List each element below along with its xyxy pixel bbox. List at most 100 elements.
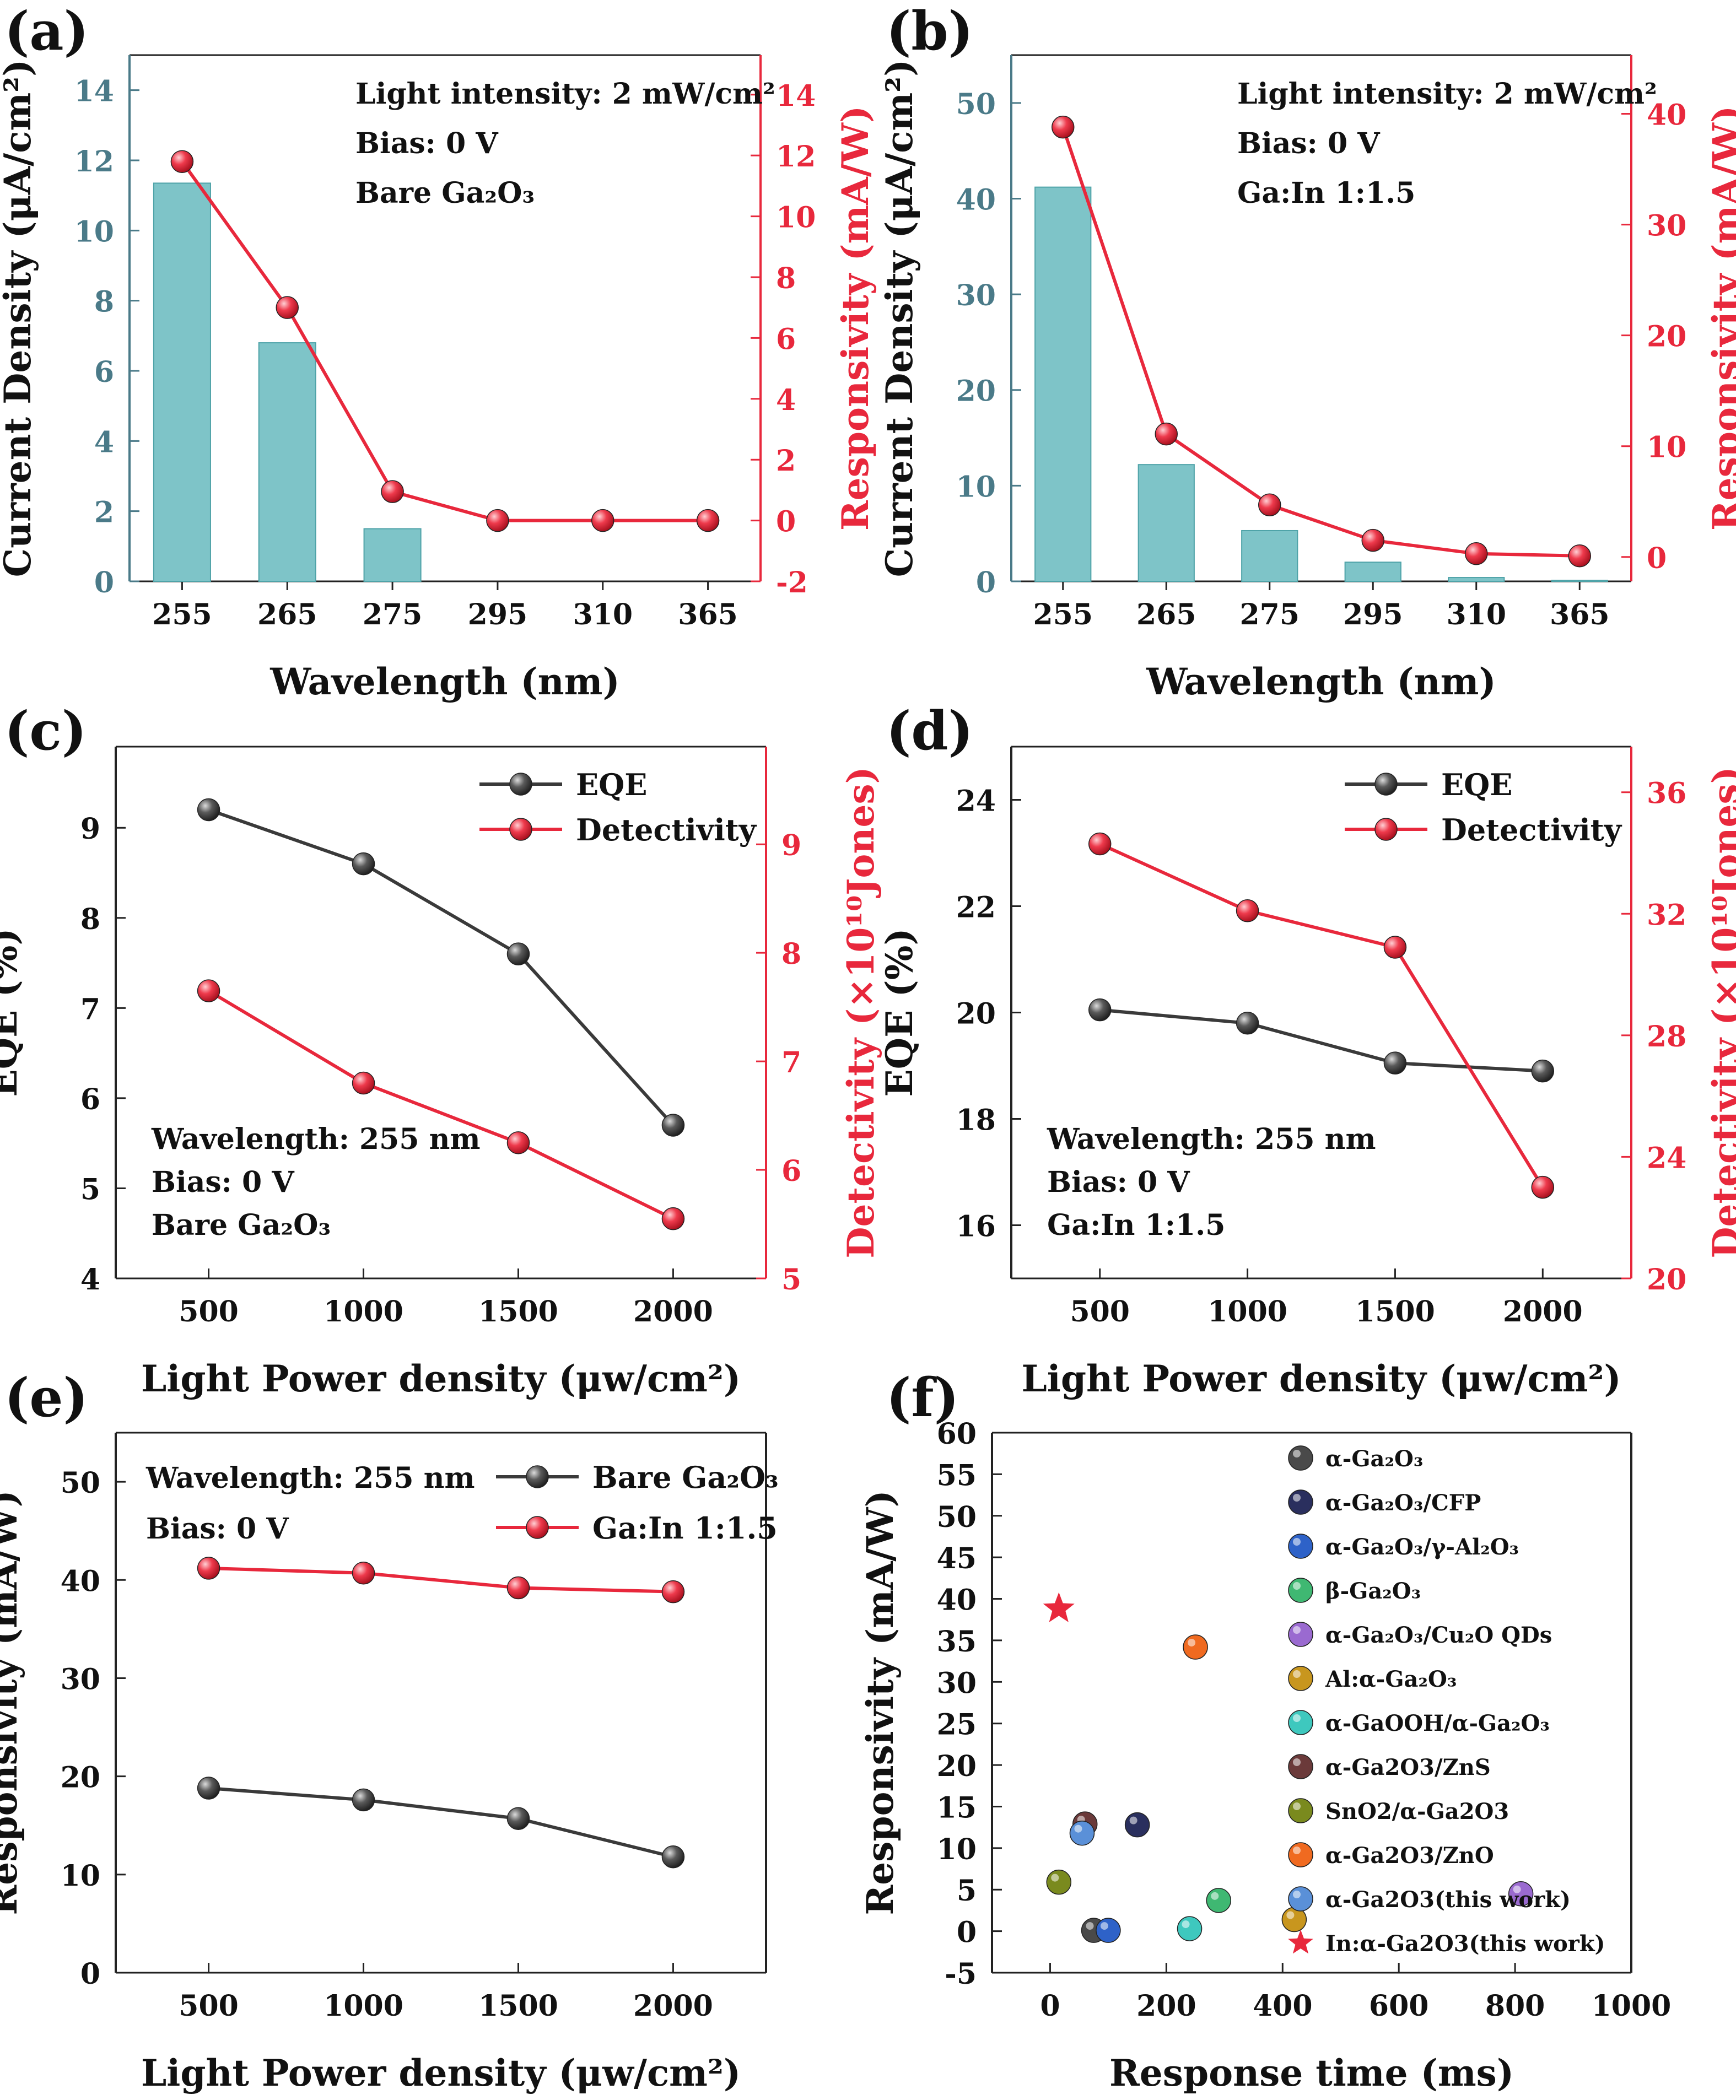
legend-label: α-Ga₂O₃/CFP [1325,1490,1481,1516]
annotation: Bias: 0 V [1237,127,1381,160]
legend-marker-highlight [1293,1714,1301,1722]
scatter-point [1096,1918,1121,1943]
legend-label: α-Ga₂O₃/Cu₂O QDs [1325,1622,1552,1648]
x-tick-label: 1500 [478,1989,558,2023]
annotation: Bias: 0 V [146,1512,289,1546]
y2-tick-label: 30 [1647,209,1686,243]
legend-marker [1288,1798,1313,1823]
legend-marker [1288,1622,1313,1647]
y2-axis-title: Detectivity (×10¹⁰Jones) [839,766,882,1258]
y2-tick-label: 0 [776,505,796,539]
y-tick-label: 10 [74,215,114,249]
series-point [661,1580,685,1604]
x-tick-label: 310 [573,598,633,631]
x-tick-label: 2000 [1503,1295,1583,1329]
scatter-point-highlight [1211,1892,1219,1900]
series-point [1236,899,1259,922]
responsivity-point [170,150,194,173]
legend-marker [1288,1534,1313,1559]
legend-marker [1374,818,1398,841]
responsivity-point [1361,528,1384,552]
y-tick-label: 30 [956,279,996,312]
annotation: Wavelength: 255 nm [1047,1122,1376,1156]
series-line [208,1786,674,1859]
y2-tick-label: 2 [776,444,796,478]
annotation: Wavelength: 255 nm [145,1461,475,1495]
scatter-point-highlight [1129,1816,1137,1824]
annotation: Wavelength: 255 nm [151,1122,480,1156]
x-tick-label: 1000 [324,1295,403,1329]
series-point [1088,998,1112,1022]
scatter-point-highlight [1074,1824,1082,1833]
legend-label: α-Ga2O3(this work) [1325,1887,1571,1913]
y-tick-label: 12 [74,145,114,179]
y-tick-label: 6 [80,1083,100,1116]
panel-label: (d) [886,700,973,762]
responsivity-point [381,480,404,503]
panel-label: (a) [4,0,89,62]
y-axis-title: Current Density (μA/cm²) [0,60,39,577]
legend-marker [1374,773,1398,796]
legend-marker [1288,1578,1313,1603]
y2-tick-label: 32 [1647,898,1686,932]
series-line [1099,1008,1543,1073]
y-tick-label: 18 [956,1104,996,1137]
y-tick-label: 0 [957,1916,977,1950]
x-tick-label: 800 [1485,1989,1545,2023]
bar [1137,464,1195,582]
series-point [352,852,375,876]
series-point [197,798,220,822]
y-axis-title: EQE (%) [878,928,921,1097]
x-tick-label: 1500 [1355,1295,1435,1329]
annotation: Bias: 0 V [1047,1165,1190,1199]
y-axis-title: EQE (%) [0,928,25,1097]
legend-marker [1288,1489,1313,1515]
legend-marker [509,773,532,796]
y-tick-label: 5 [80,1173,100,1206]
scatter-star [1043,1592,1075,1622]
y-tick-label: 16 [956,1210,996,1244]
bar [1034,186,1092,582]
annotation: Bare Ga₂O₃ [355,176,535,210]
legend-marker [1288,1886,1313,1912]
series-point [506,1807,530,1831]
bar [1551,580,1608,582]
series-point [352,1562,375,1585]
y2-axis-title: Detectivity (×10¹⁰Jones) [1705,766,1736,1258]
x-tick-label: 2000 [633,1295,713,1329]
scatter-point [1206,1888,1232,1913]
y-tick-label: 50 [61,1466,100,1500]
x-tick-label: 200 [1136,1989,1196,2023]
legend-label: Al:α-Ga₂O₃ [1325,1666,1457,1692]
x-tick-label: 2000 [633,1989,713,2023]
y2-tick-label: 24 [1647,1141,1686,1175]
y-tick-label: 4 [94,425,114,459]
y-tick-label: 6 [94,355,114,389]
y-tick-label: 4 [80,1263,100,1297]
responsivity-point [1465,542,1488,565]
legend-marker-highlight [1293,1758,1301,1766]
y-tick-label: 14 [74,75,114,109]
annotation: Bare Ga₂O₃ [152,1208,331,1242]
responsivity-point [1052,115,1075,139]
scatter-point [1046,1869,1072,1895]
y-tick-label: 40 [61,1564,100,1598]
y-tick-label: 50 [956,88,996,121]
legend-marker [1288,1930,1313,1954]
legend-label: EQE [576,767,647,802]
annotation: Ga:In 1:1.5 [1047,1208,1225,1242]
bar [258,342,316,582]
responsivity-point [696,509,720,532]
x-axis-title: Response time (ms) [1109,2052,1514,2094]
x-tick-label: 1000 [324,1989,403,2023]
scatter-point-highlight [1513,1885,1521,1893]
y-tick-label: 22 [956,891,996,925]
legend-marker [526,1465,549,1488]
legend-marker-highlight [1293,1802,1301,1810]
y2-tick-label: 20 [1647,320,1686,354]
responsivity-line [1061,126,1580,558]
y2-tick-label: 28 [1647,1020,1686,1054]
responsivity-point [1258,493,1281,517]
x-tick-label: 500 [179,1989,239,2023]
annotation: Ga:In 1:1.5 [1237,176,1415,210]
